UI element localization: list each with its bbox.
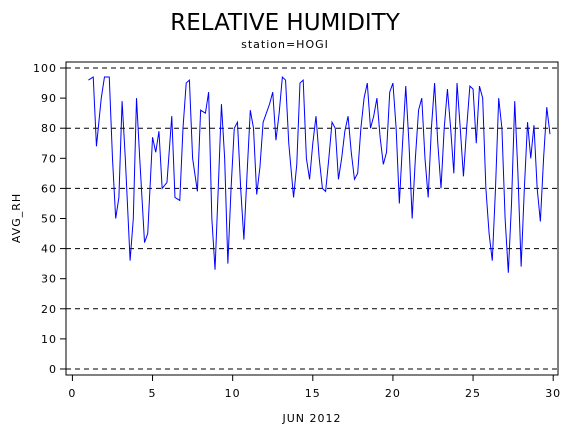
y-tick-label: 30: [41, 273, 57, 286]
x-tick-label: 25: [465, 387, 481, 400]
y-tick-label: 50: [41, 213, 57, 226]
y-tick-label: 0: [49, 363, 57, 376]
y-tick-label: 80: [41, 122, 57, 135]
y-tick-label: 60: [41, 182, 57, 195]
x-tick-label: 0: [68, 387, 76, 400]
x-tick-label: 20: [385, 387, 401, 400]
x-tick-label: 10: [225, 387, 241, 400]
chart-title: RELATIVE HUMIDITY: [170, 10, 401, 36]
y-tick-label: 90: [41, 92, 57, 105]
y-tick-label: 100: [33, 62, 57, 75]
plot-frame: [65, 61, 559, 376]
y-tick-label: 40: [41, 243, 57, 256]
data-line: [88, 75, 551, 273]
y-tick-label: 20: [41, 303, 57, 316]
x-tick-label: 30: [545, 387, 561, 400]
y-tick-label: 70: [41, 152, 57, 165]
y-axis-label: AVG_RH: [10, 193, 23, 243]
chart-subtitle: station=HOGI: [241, 38, 329, 51]
x-axis-label: JUN 2012: [281, 412, 341, 425]
y-tick-label: 10: [41, 333, 57, 346]
x-tick-label: 15: [305, 387, 321, 400]
x-tick-label: 5: [149, 387, 157, 400]
